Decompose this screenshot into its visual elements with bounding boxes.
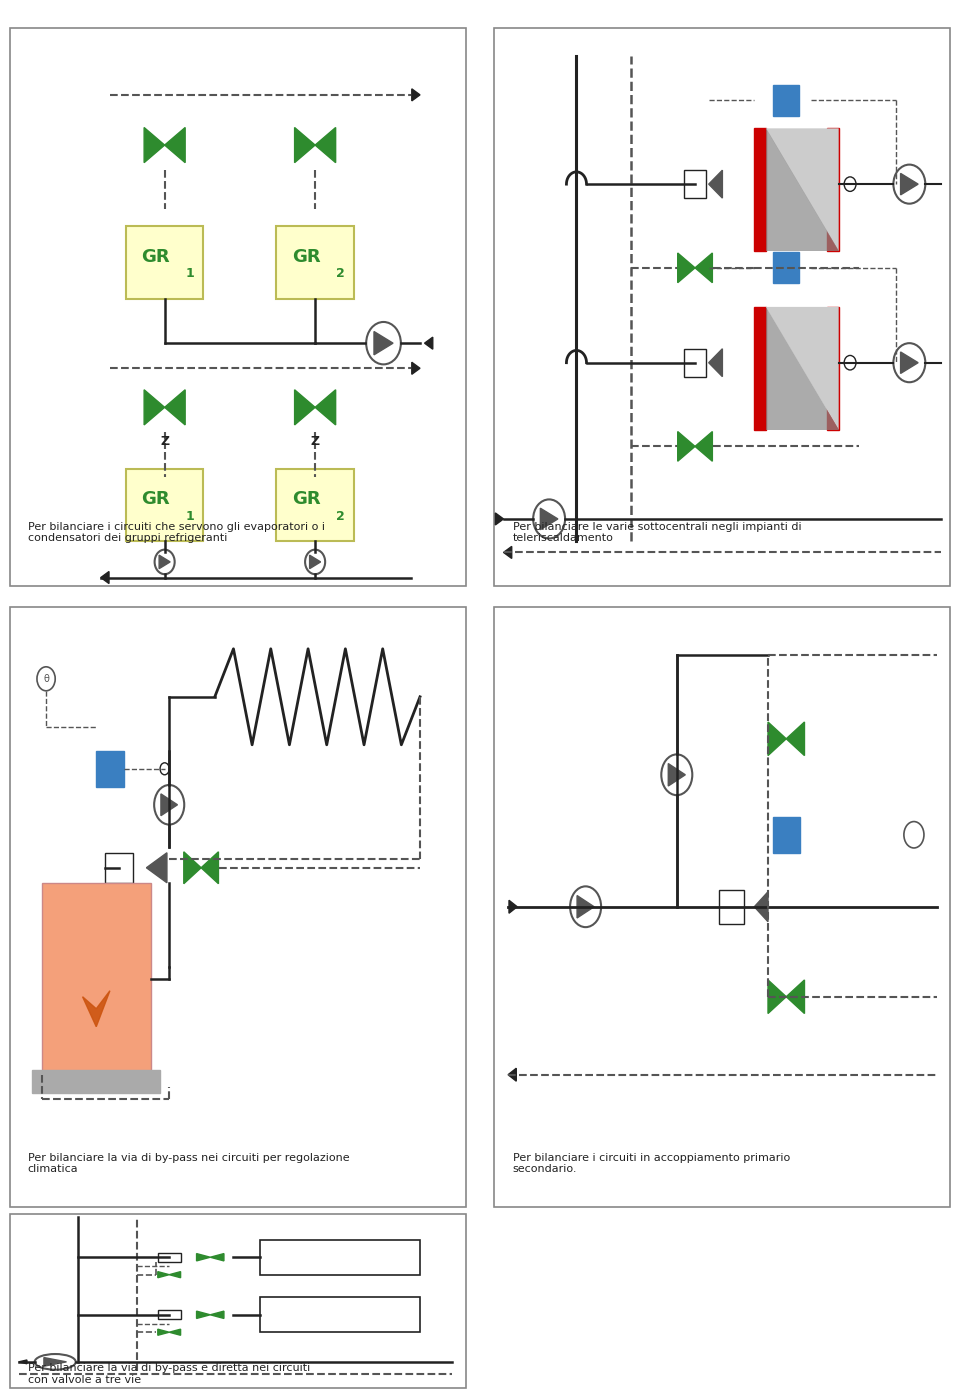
FancyBboxPatch shape (106, 852, 132, 883)
FancyBboxPatch shape (276, 469, 354, 541)
Bar (755, 307, 766, 430)
Bar (773, 817, 800, 852)
Bar (33, 1070, 160, 1092)
Text: 1: 1 (185, 266, 194, 280)
Polygon shape (768, 979, 786, 1014)
Text: GR: GR (292, 248, 321, 265)
Polygon shape (44, 1357, 66, 1366)
Text: Per bilanciare i circuiti che servono gli evaporatori o i
condensatori dei grupp: Per bilanciare i circuiti che servono gl… (28, 522, 324, 543)
Polygon shape (374, 332, 393, 354)
Bar (828, 307, 839, 430)
Polygon shape (708, 349, 722, 377)
Bar (774, 85, 799, 116)
Text: θ: θ (43, 674, 49, 684)
Polygon shape (144, 127, 165, 163)
Polygon shape (310, 555, 321, 569)
FancyBboxPatch shape (126, 469, 204, 541)
Polygon shape (508, 1069, 516, 1081)
Bar (774, 252, 799, 283)
Polygon shape (183, 852, 201, 883)
Polygon shape (768, 723, 786, 756)
Polygon shape (678, 252, 695, 283)
Polygon shape (146, 852, 167, 883)
Text: Per bilanciare la via di by-pass nei circuiti per regolazione
climatica: Per bilanciare la via di by-pass nei cir… (28, 1152, 349, 1175)
Text: 1: 1 (185, 509, 194, 523)
Polygon shape (201, 852, 219, 883)
Text: Per bilanciare la via di by-pass e diretta nei circuiti
con valvole a tre vie: Per bilanciare la via di by-pass e diret… (28, 1363, 310, 1384)
FancyBboxPatch shape (157, 1253, 180, 1261)
Polygon shape (169, 1272, 180, 1278)
Polygon shape (159, 555, 170, 569)
FancyBboxPatch shape (276, 226, 354, 299)
Polygon shape (83, 990, 109, 1027)
Text: Per bilanciare i circuiti in accoppiamento primario
secondario.: Per bilanciare i circuiti in accoppiamen… (513, 1152, 790, 1175)
Polygon shape (157, 1329, 169, 1335)
Polygon shape (165, 127, 185, 163)
Polygon shape (766, 128, 839, 251)
Text: 2: 2 (336, 266, 345, 280)
Polygon shape (766, 307, 839, 430)
Bar (828, 128, 839, 251)
Polygon shape (197, 1254, 210, 1261)
Text: Per bilanciare le varie sottocentrali negli impianti di
teleriscaldamento: Per bilanciare le varie sottocentrali ne… (513, 522, 802, 543)
Text: GR: GR (292, 491, 321, 508)
Polygon shape (210, 1311, 224, 1318)
Polygon shape (786, 979, 804, 1014)
Polygon shape (695, 431, 712, 462)
Polygon shape (315, 389, 336, 425)
Polygon shape (509, 900, 517, 914)
Polygon shape (540, 508, 558, 530)
Polygon shape (766, 128, 839, 251)
Bar (41, 883, 151, 1074)
Polygon shape (755, 891, 768, 922)
Text: GR: GR (141, 248, 170, 265)
Polygon shape (169, 1329, 180, 1335)
Text: Z: Z (160, 435, 169, 448)
Polygon shape (210, 1254, 224, 1261)
Polygon shape (495, 513, 504, 525)
Polygon shape (695, 252, 712, 283)
FancyBboxPatch shape (157, 1310, 180, 1320)
Polygon shape (786, 723, 804, 756)
Text: GR: GR (141, 491, 170, 508)
Bar (260, 1240, 420, 1275)
Polygon shape (504, 547, 512, 558)
Polygon shape (101, 572, 109, 583)
FancyBboxPatch shape (684, 349, 707, 377)
Polygon shape (668, 763, 685, 785)
Polygon shape (412, 363, 420, 374)
FancyBboxPatch shape (719, 890, 744, 923)
Text: Z: Z (310, 435, 320, 448)
Polygon shape (412, 89, 420, 100)
FancyBboxPatch shape (126, 226, 204, 299)
Polygon shape (678, 431, 695, 462)
Bar (260, 1297, 420, 1332)
Polygon shape (708, 170, 722, 198)
FancyBboxPatch shape (684, 170, 707, 198)
Polygon shape (766, 307, 839, 430)
Polygon shape (424, 338, 433, 349)
Polygon shape (161, 794, 178, 816)
Polygon shape (144, 389, 165, 425)
Bar (96, 751, 124, 787)
Polygon shape (197, 1311, 210, 1318)
Polygon shape (295, 389, 315, 425)
Polygon shape (295, 127, 315, 163)
Bar (755, 128, 766, 251)
Polygon shape (165, 389, 185, 425)
Polygon shape (19, 1360, 27, 1364)
Polygon shape (577, 896, 594, 918)
Polygon shape (315, 127, 336, 163)
Text: 2: 2 (336, 509, 345, 523)
Polygon shape (157, 1272, 169, 1278)
Polygon shape (900, 352, 918, 374)
Polygon shape (900, 173, 918, 195)
